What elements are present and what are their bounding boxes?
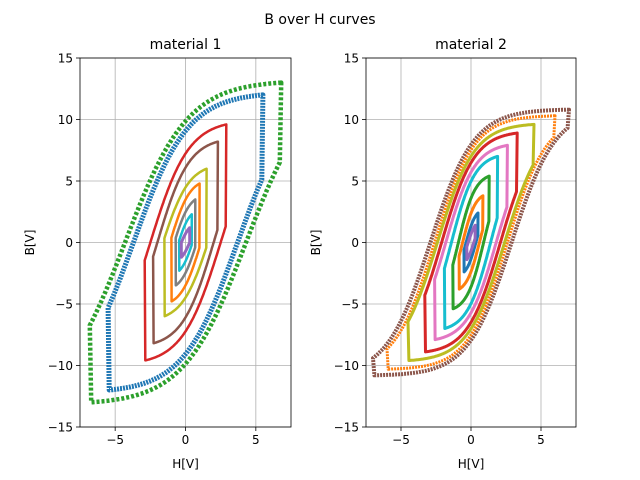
series-line-3 <box>143 123 228 362</box>
y-tick-label: 5 <box>351 175 359 189</box>
y-tick-label: 10 <box>344 113 359 127</box>
series-line-6 <box>170 182 201 303</box>
series-line-6 <box>442 154 500 330</box>
series-line-5 <box>433 143 509 342</box>
axes-title: material 1 <box>150 37 222 53</box>
series-line-7 <box>174 198 197 287</box>
series-line-1 <box>371 107 571 378</box>
y-axis-label: B[V] <box>309 230 323 256</box>
x-tick-label: −5 <box>106 433 124 447</box>
y-tick-label: 15 <box>344 52 359 66</box>
y-tick-label: 10 <box>58 113 73 127</box>
y-tick-label: −10 <box>334 359 359 373</box>
subplot-material-1: −5 0 5 −15 −10 −5 0 5 10 15 material 1 H[V] B[V] <box>23 37 292 471</box>
subplot-material-2: −5 0 5 −15 −10 −5 0 5 10 15 material 2 H[V] B[V] <box>309 37 577 471</box>
y-tick-label: −15 <box>334 421 359 435</box>
y-tick-label: 15 <box>58 52 73 66</box>
x-tick-label: 0 <box>467 433 475 447</box>
figure-suptitle: B over H curves <box>264 12 375 28</box>
x-tick-label: −5 <box>392 433 410 447</box>
series-line-1 <box>87 80 284 405</box>
y-tick-label: 5 <box>65 175 73 189</box>
series-group <box>371 107 571 378</box>
series-line-10 <box>465 223 477 262</box>
y-tick-label: −5 <box>55 298 73 312</box>
y-axis-label: B[V] <box>23 230 37 256</box>
series-line-8 <box>457 194 485 291</box>
x-tick-label: 5 <box>252 433 260 447</box>
series-line-8 <box>177 212 194 272</box>
series-line-3 <box>406 122 536 362</box>
y-tick-label: −5 <box>341 298 359 312</box>
series-line-4 <box>423 131 519 354</box>
series-group <box>87 80 284 405</box>
x-tick-label: 5 <box>537 433 545 447</box>
series-line-2 <box>385 114 557 371</box>
series-line-9 <box>179 226 192 259</box>
y-tick-label: −15 <box>48 421 73 435</box>
x-axis-label: H[V] <box>458 457 485 471</box>
y-tick-label: 0 <box>351 236 359 250</box>
y-tick-label: 0 <box>65 236 73 250</box>
x-tick-label: 0 <box>182 433 190 447</box>
x-axis-label: H[V] <box>172 457 199 471</box>
series-line-4 <box>151 140 220 345</box>
y-tick-label: −10 <box>48 359 73 373</box>
series-line-9 <box>462 211 480 274</box>
series-line-2 <box>105 92 266 393</box>
series-line-7 <box>451 174 491 311</box>
axes-title: material 2 <box>435 37 507 53</box>
series-line-5 <box>163 167 208 318</box>
